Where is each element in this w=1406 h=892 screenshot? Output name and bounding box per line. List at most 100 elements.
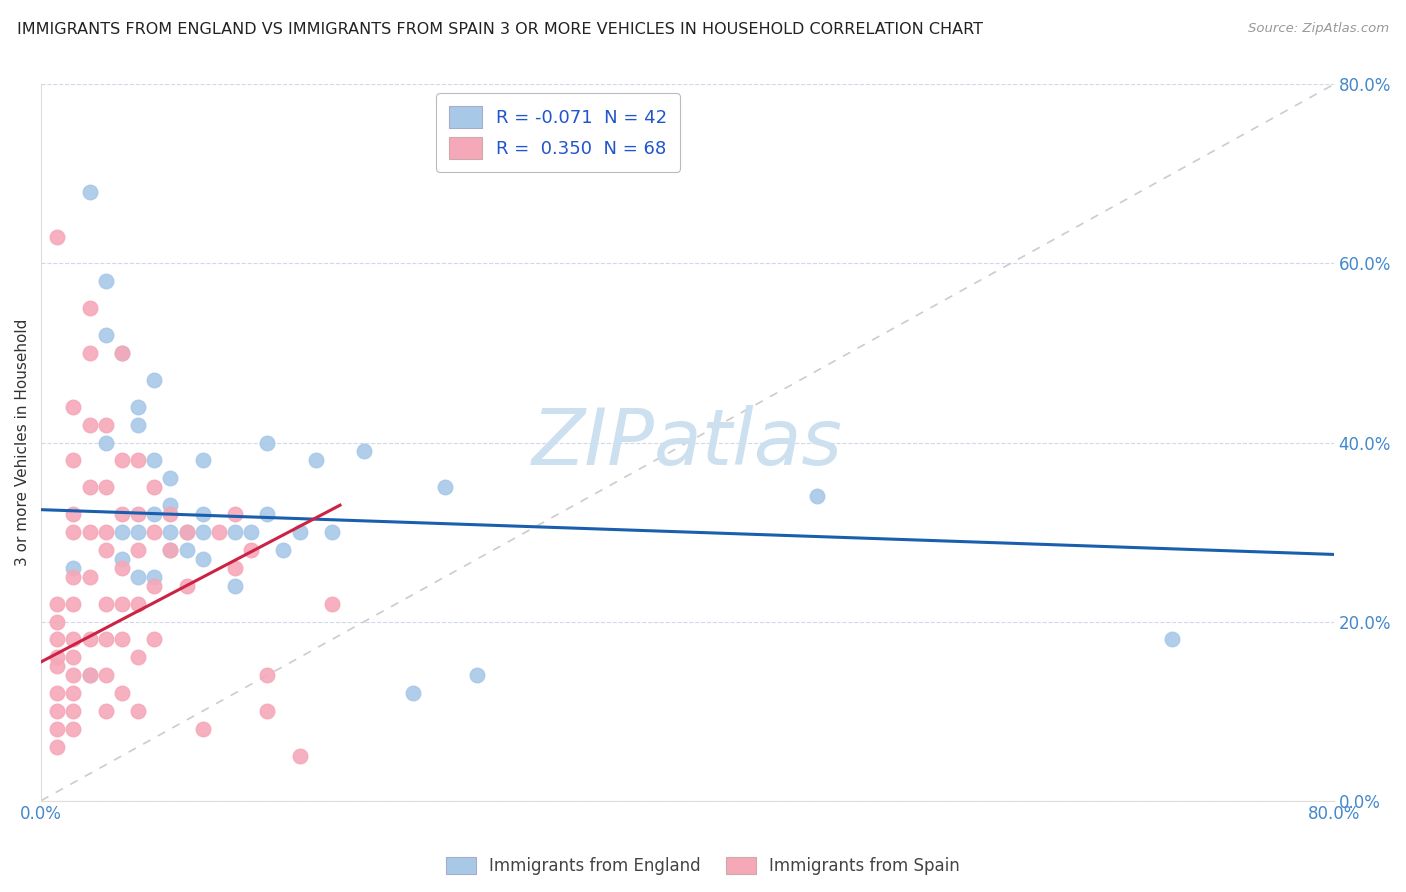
Point [402,686,425,700]
Point [224,524,246,539]
Point [62,704,84,718]
Point [94,524,117,539]
Text: ZIPatlas: ZIPatlas [531,405,842,481]
Legend: Immigrants from England, Immigrants from Spain: Immigrants from England, Immigrants from… [437,849,969,884]
Point [46,659,69,673]
Point [256,704,278,718]
Point [191,722,214,736]
Point [62,524,84,539]
Point [224,507,246,521]
Point [62,597,84,611]
Point [127,597,149,611]
Point [111,686,134,700]
Point [127,543,149,558]
Point [127,570,149,584]
Point [127,650,149,665]
Text: Source: ZipAtlas.com: Source: ZipAtlas.com [1249,22,1389,36]
Point [240,524,263,539]
Point [321,597,343,611]
Point [159,543,181,558]
Point [94,704,117,718]
Point [111,561,134,575]
Point [79,417,101,432]
Point [111,632,134,647]
Point [224,579,246,593]
Point [46,704,69,718]
Point [321,524,343,539]
Point [111,346,134,360]
Point [159,524,181,539]
Point [79,480,101,494]
Point [94,543,117,558]
Point [288,748,311,763]
Point [46,597,69,611]
Point [62,632,84,647]
Point [305,453,328,467]
Point [143,632,166,647]
Point [143,507,166,521]
Point [46,229,69,244]
Point [46,722,69,736]
Point [79,346,101,360]
Point [127,507,149,521]
Point [79,524,101,539]
Point [62,561,84,575]
Point [62,668,84,682]
Point [191,552,214,566]
Point [94,597,117,611]
Point [46,686,69,700]
Point [111,346,134,360]
Point [46,739,69,754]
Point [143,579,166,593]
Point [94,417,117,432]
Point [353,444,375,458]
Point [79,632,101,647]
Point [94,668,117,682]
Legend: R = -0.071  N = 42, R =  0.350  N = 68: R = -0.071 N = 42, R = 0.350 N = 68 [436,94,679,172]
Point [79,301,101,316]
Point [159,498,181,512]
Point [94,632,117,647]
Point [176,543,198,558]
Point [79,570,101,584]
Point [62,507,84,521]
Point [806,489,828,503]
Point [62,453,84,467]
Point [79,668,101,682]
Point [111,597,134,611]
Point [191,453,214,467]
Point [191,507,214,521]
Point [46,632,69,647]
Point [94,274,117,288]
Text: IMMIGRANTS FROM ENGLAND VS IMMIGRANTS FROM SPAIN 3 OR MORE VEHICLES IN HOUSEHOLD: IMMIGRANTS FROM ENGLAND VS IMMIGRANTS FR… [17,22,983,37]
Point [127,453,149,467]
Point [208,524,231,539]
Point [94,328,117,343]
Point [111,552,134,566]
Point [288,524,311,539]
Point [159,543,181,558]
Point [94,480,117,494]
Point [467,668,489,682]
Point [62,650,84,665]
Y-axis label: 3 or more Vehicles in Household: 3 or more Vehicles in Household [15,318,30,566]
Point [127,417,149,432]
Point [127,400,149,414]
Point [143,480,166,494]
Point [224,561,246,575]
Point [111,524,134,539]
Point [62,686,84,700]
Point [62,722,84,736]
Point [143,453,166,467]
Point [159,507,181,521]
Point [143,524,166,539]
Point [62,570,84,584]
Point [111,453,134,467]
Point [79,185,101,199]
Point [176,524,198,539]
Point [256,507,278,521]
Point [127,524,149,539]
Point [1161,632,1184,647]
Point [62,400,84,414]
Point [143,373,166,387]
